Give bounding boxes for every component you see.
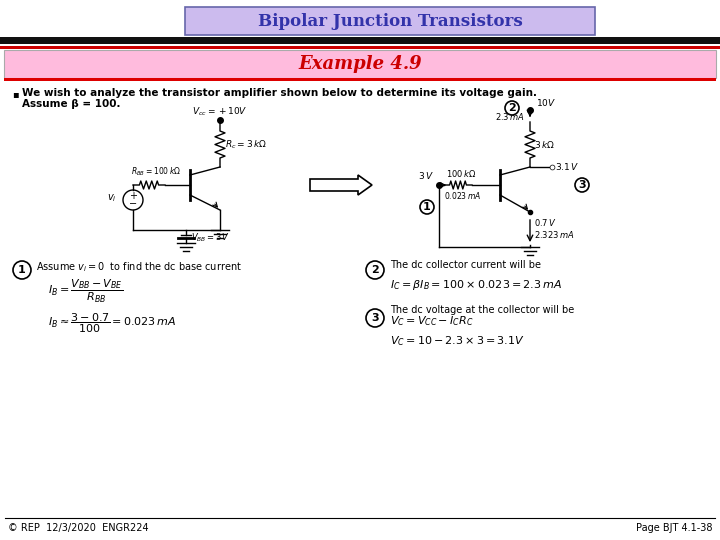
- Bar: [4, 78, 716, 81]
- Text: $I_B \approx \dfrac{3 - 0.7}{100} = 0.023\,mA$: $I_B \approx \dfrac{3 - 0.7}{100} = 0.02…: [48, 312, 176, 335]
- Text: $I_C = \beta I_B = 100 \times 0.023 = 2.3\,mA$: $I_C = \beta I_B = 100 \times 0.023 = 2.…: [390, 278, 562, 292]
- FancyBboxPatch shape: [185, 7, 595, 35]
- Text: $3\,V$: $3\,V$: [418, 170, 434, 181]
- Text: ▪: ▪: [12, 89, 19, 99]
- Text: $v_i$: $v_i$: [107, 192, 117, 204]
- Text: $3.1\,V$: $3.1\,V$: [555, 161, 580, 172]
- FancyBboxPatch shape: [4, 50, 716, 78]
- Text: 2: 2: [371, 265, 379, 275]
- Text: 3: 3: [578, 180, 586, 190]
- Text: $R_{BB} = 100\,k\Omega$: $R_{BB} = 100\,k\Omega$: [131, 165, 181, 178]
- Text: $0.023\,mA$: $0.023\,mA$: [444, 190, 481, 201]
- Text: Bipolar Junction Transistors: Bipolar Junction Transistors: [258, 12, 523, 30]
- Text: Page BJT 4.1-38: Page BJT 4.1-38: [636, 523, 712, 533]
- Text: 1: 1: [423, 202, 431, 212]
- Text: −: −: [129, 199, 137, 209]
- Text: Example 4.9: Example 4.9: [298, 55, 422, 73]
- Text: The dc collector current will be: The dc collector current will be: [390, 260, 541, 270]
- Text: 3: 3: [372, 313, 379, 323]
- Bar: [0, 37, 720, 44]
- FancyArrow shape: [310, 175, 372, 195]
- Text: $V_{BB} = 3\,V$: $V_{BB} = 3\,V$: [191, 232, 230, 244]
- Text: Assume $v_i = 0$  to find the dc base current: Assume $v_i = 0$ to find the dc base cur…: [36, 260, 242, 274]
- Bar: [0, 46, 720, 49]
- Text: We wish to analyze the transistor amplifier shown below to determine its voltage: We wish to analyze the transistor amplif…: [22, 88, 537, 98]
- Text: $3\,k\Omega$: $3\,k\Omega$: [534, 139, 555, 150]
- Text: Assume β = 100.: Assume β = 100.: [22, 99, 120, 109]
- Text: $100\,k\Omega$: $100\,k\Omega$: [446, 168, 476, 179]
- Text: 2: 2: [508, 103, 516, 113]
- Text: 1: 1: [18, 265, 26, 275]
- Text: The dc voltage at the collector will be: The dc voltage at the collector will be: [390, 305, 575, 315]
- Text: $R_c = 3\,k\Omega$: $R_c = 3\,k\Omega$: [225, 138, 267, 151]
- Text: © REP  12/3/2020  ENGR224: © REP 12/3/2020 ENGR224: [8, 523, 148, 533]
- Text: $10V$: $10V$: [536, 97, 556, 108]
- Text: $2.323\,mA$: $2.323\,mA$: [534, 228, 575, 240]
- Text: $2.3\,mA$: $2.3\,mA$: [495, 111, 525, 122]
- Text: $0.7\,V$: $0.7\,V$: [534, 217, 557, 228]
- Text: $V_C = V_{CC} - I_C R_C$: $V_C = V_{CC} - I_C R_C$: [390, 314, 474, 328]
- Text: +: +: [129, 191, 137, 201]
- Text: $V_{cc} = +10V$: $V_{cc} = +10V$: [192, 105, 248, 118]
- Text: $I_B = \dfrac{V_{BB} - V_{BE}}{R_{BB}}$: $I_B = \dfrac{V_{BB} - V_{BE}}{R_{BB}}$: [48, 278, 123, 305]
- Text: $V_C = 10 - 2.3 \times 3 = 3.1V$: $V_C = 10 - 2.3 \times 3 = 3.1V$: [390, 334, 525, 348]
